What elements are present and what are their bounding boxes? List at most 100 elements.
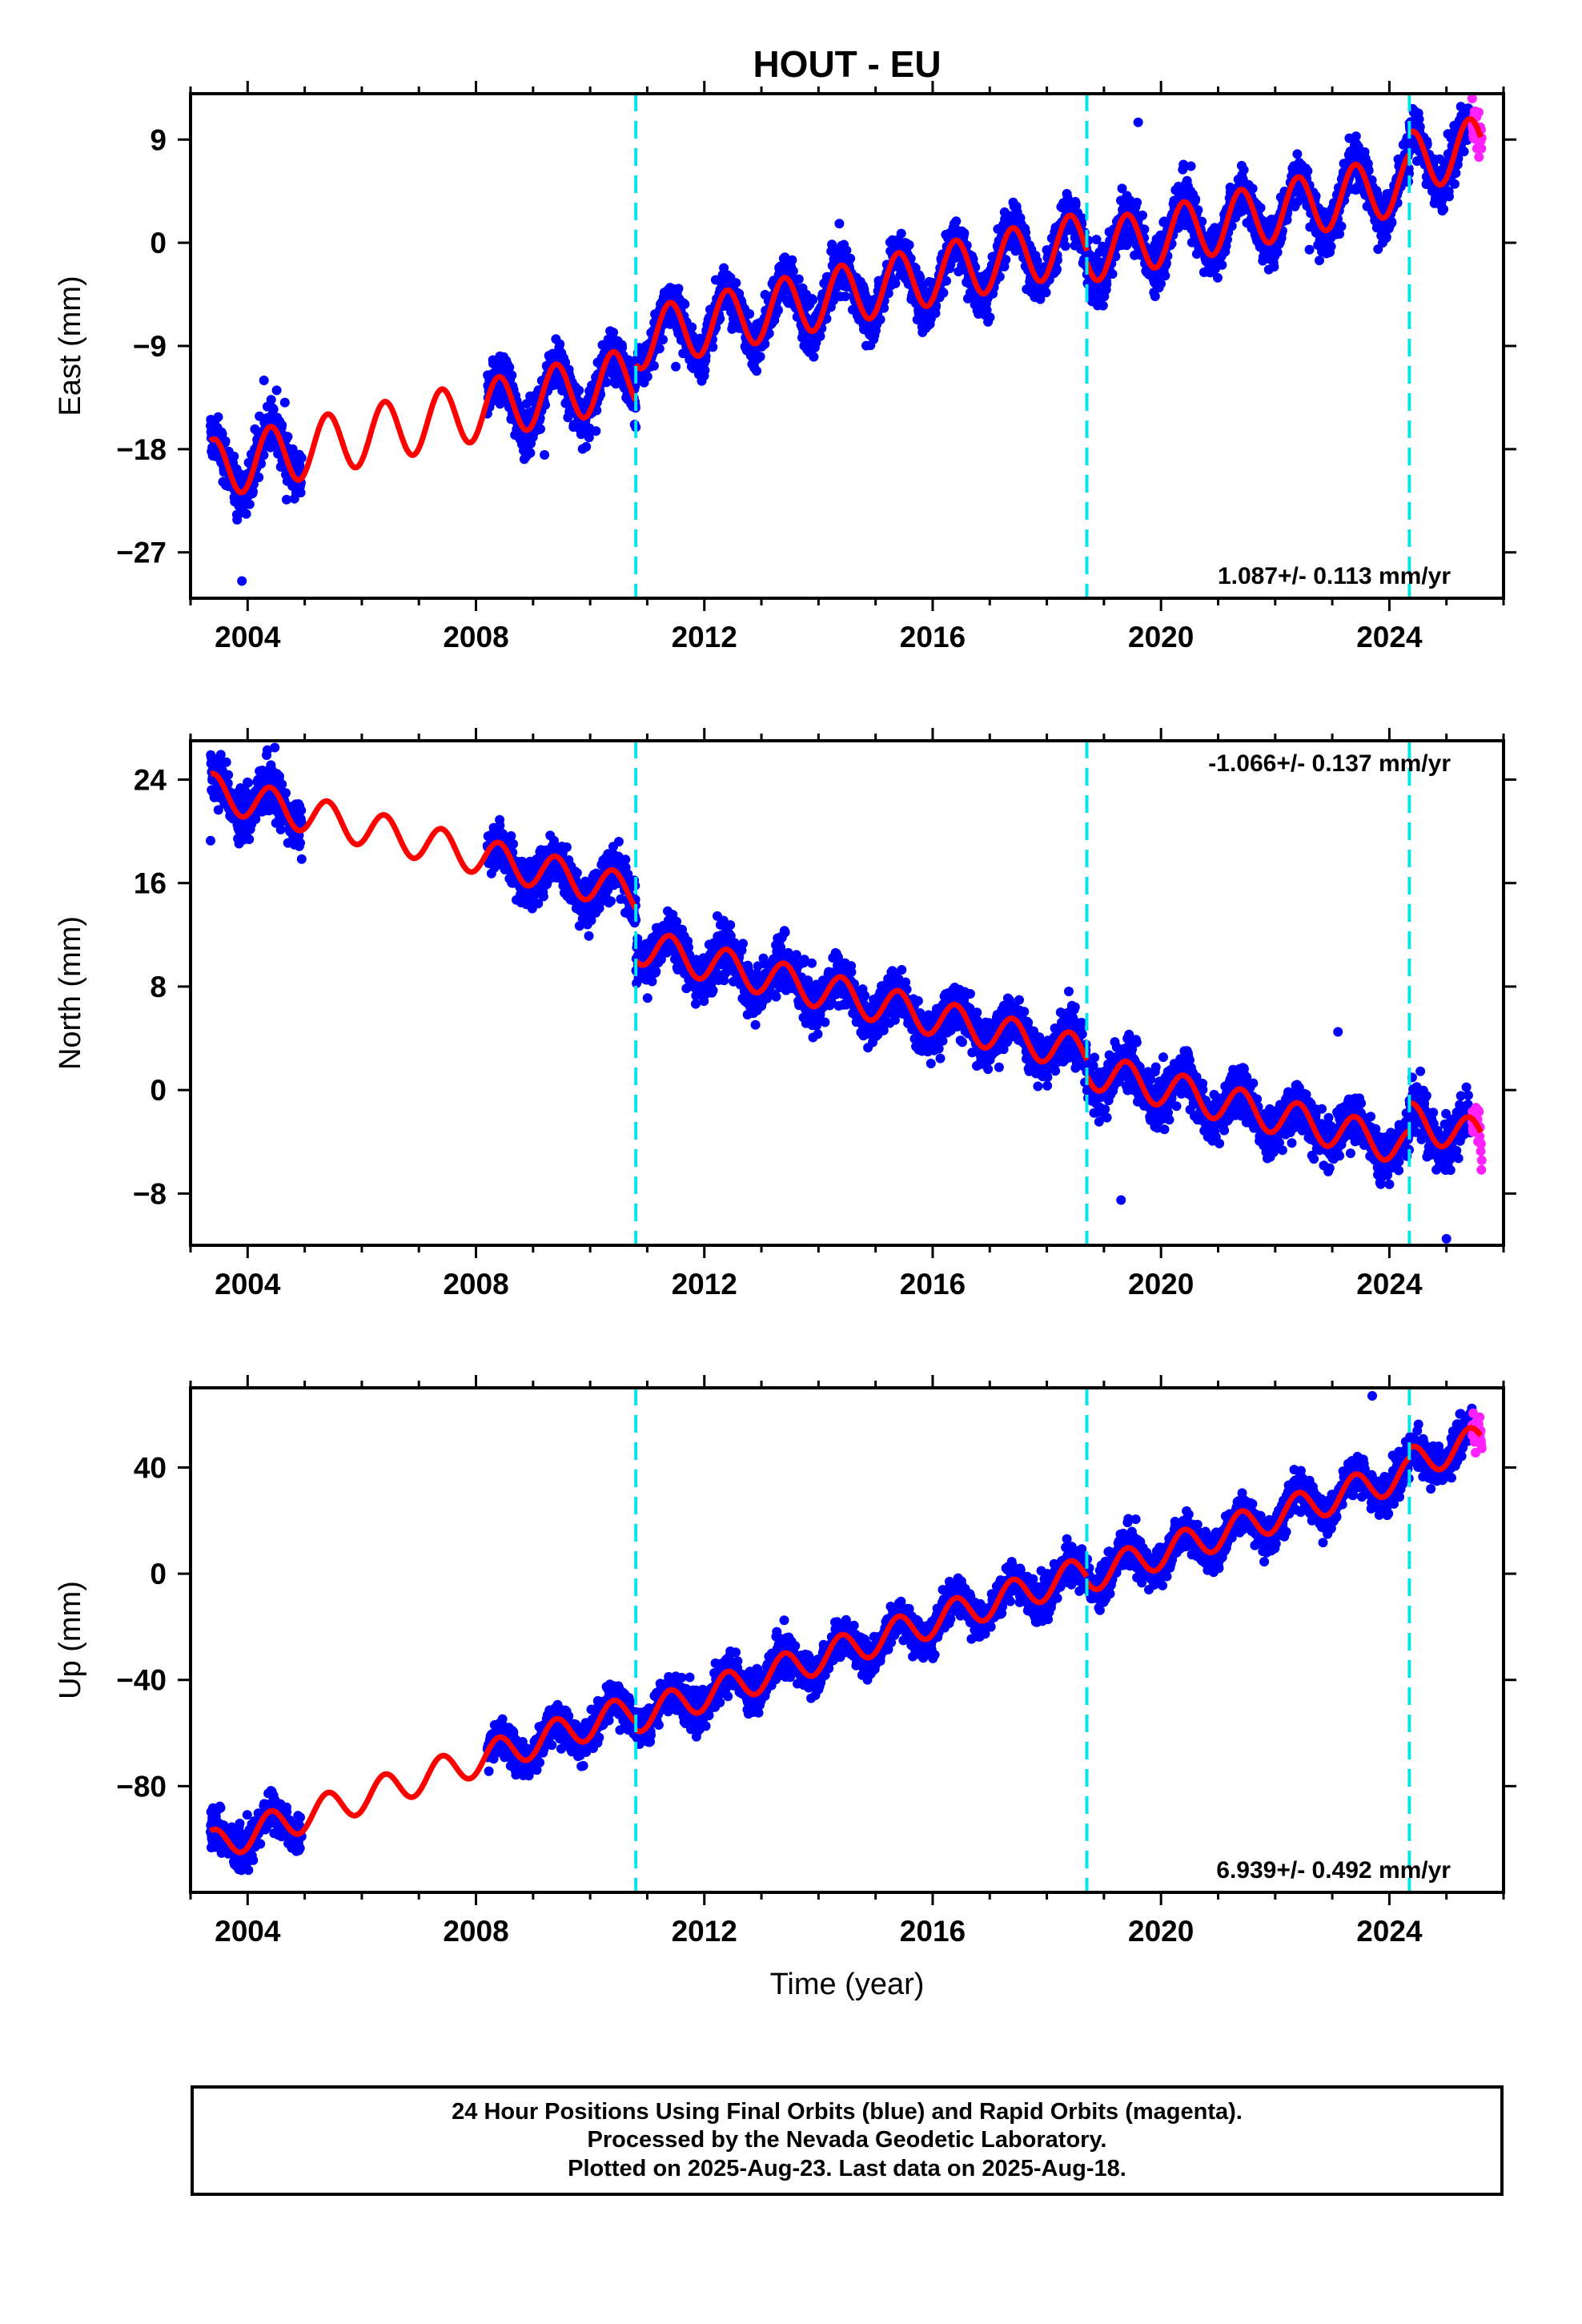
north-final-point	[296, 805, 307, 815]
east-final-point	[648, 360, 659, 371]
east-final-point	[780, 252, 790, 263]
east-final-point	[760, 339, 770, 349]
east-final-point	[1255, 203, 1266, 213]
figure-title: HOUT - EU	[753, 43, 941, 85]
east-final-point	[840, 292, 850, 302]
east-y-tick-label: 0	[150, 227, 167, 259]
east-final-point	[1102, 279, 1112, 289]
east-final-point	[904, 239, 914, 250]
east-final-point	[560, 357, 571, 368]
east-rapid-point	[1476, 143, 1487, 154]
east-rapid-point	[1473, 107, 1484, 118]
east-final-point	[268, 404, 279, 414]
east-final-point	[731, 278, 741, 288]
east-final-point	[1444, 191, 1454, 202]
north-final-point	[223, 770, 234, 780]
east-final-point	[1107, 269, 1118, 279]
east-final-point	[745, 309, 755, 319]
east-final-point	[1178, 159, 1189, 170]
north-final-point	[281, 788, 291, 798]
north-final-point	[270, 742, 280, 753]
east-final-point	[719, 263, 729, 273]
east-final-point	[271, 385, 282, 396]
east-final-point	[1191, 194, 1201, 204]
north-final-point	[277, 779, 287, 790]
east-x-tick-label: 2012	[672, 621, 737, 653]
east-final-point	[890, 278, 901, 288]
east-x-tick-label: 2004	[215, 621, 281, 653]
east-final-point	[266, 395, 276, 405]
north-final-point	[243, 778, 253, 788]
east-final-point	[959, 228, 970, 239]
east-final-point	[680, 299, 690, 309]
east-final-point	[841, 245, 852, 255]
east-final-point	[793, 274, 804, 284]
east-final-point	[507, 370, 517, 380]
east-final-point	[654, 344, 665, 354]
east-final-point	[1459, 147, 1469, 157]
east-final-point	[1239, 165, 1249, 175]
east-final-point	[875, 315, 885, 324]
east-final-point	[617, 343, 628, 353]
east-final-point	[755, 352, 765, 362]
east-final-point	[525, 448, 536, 458]
east-final-point	[581, 441, 592, 452]
east-plot-area	[206, 94, 1487, 598]
east-final-point	[1132, 197, 1142, 207]
east-outlier-point	[671, 361, 681, 372]
east-rapid-point	[1474, 152, 1484, 163]
east-final-point	[1217, 259, 1227, 270]
north-final-point	[295, 838, 305, 848]
east-outlier-point	[1304, 244, 1315, 255]
east-final-point	[809, 352, 819, 362]
east-y-tick-label: −27	[116, 537, 167, 569]
east-final-point	[1117, 183, 1127, 194]
east-final-point	[1439, 204, 1449, 215]
east-y-axis-label: East (mm)	[54, 275, 87, 416]
east-final-point	[1336, 221, 1347, 231]
east-final-point	[1070, 199, 1081, 209]
east-final-point	[281, 494, 291, 505]
east-final-point	[879, 303, 889, 313]
east-final-point	[296, 452, 307, 463]
east-x-tick-label: 2020	[1128, 621, 1194, 653]
north-final-point	[244, 834, 255, 844]
east-final-point	[1156, 279, 1166, 289]
east-final-point	[1041, 287, 1051, 298]
east-final-point	[283, 432, 293, 442]
east-final-point	[951, 216, 962, 227]
east-final-point	[295, 488, 306, 498]
east-final-point	[259, 450, 269, 460]
north-final-point	[206, 835, 215, 846]
east-final-point	[1060, 241, 1070, 251]
east-final-point	[1269, 262, 1279, 272]
east-final-point	[601, 377, 612, 388]
east-final-point	[277, 420, 287, 430]
east-final-point	[254, 472, 264, 483]
east-final-point	[217, 428, 227, 439]
east-final-point	[808, 295, 818, 305]
east-final-point	[1186, 161, 1196, 171]
east-final-point	[1387, 218, 1397, 228]
east-final-point	[1139, 224, 1150, 235]
east-y-tick-label: −18	[116, 433, 167, 466]
east-final-point	[1193, 205, 1203, 215]
east-final-point	[1150, 292, 1160, 301]
east-final-point	[1292, 149, 1303, 159]
east-final-point	[241, 509, 251, 519]
east-final-point	[788, 266, 798, 276]
east-final-point	[1213, 272, 1223, 283]
east-final-point	[938, 287, 949, 298]
east-final-point	[1160, 271, 1170, 281]
east-outlier-point	[1133, 117, 1143, 127]
east-final-point	[1138, 210, 1147, 220]
east-x-tick-label: 2024	[1356, 621, 1423, 653]
east-final-point	[917, 282, 928, 292]
east-final-point	[942, 275, 951, 286]
east-final-point	[985, 312, 995, 323]
east-final-point	[229, 451, 239, 461]
east-y-tick-label: 9	[150, 123, 167, 156]
east-final-point	[1098, 300, 1108, 311]
east-final-point	[591, 426, 601, 436]
